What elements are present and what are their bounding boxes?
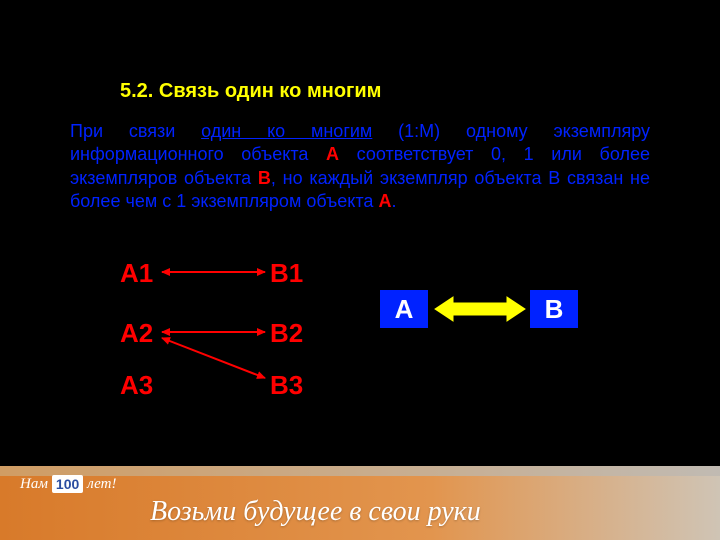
text-run: (1: [372,121,419,141]
footer-banner: Нам 100 лет! Возьми будущее в свои руки [0,466,720,540]
text-run: А [378,191,391,211]
text-run: В [258,168,271,188]
relationship-diagram: А1 А2 А3 В1 В2 В3 А В [90,250,630,430]
summary-box-b: В [530,290,578,328]
left-node-A1: А1 [120,258,153,289]
footer-badge: Нам 100 лет! [20,472,116,496]
footer-badge-nam: Нам [20,476,48,493]
summary-box-a: А [380,290,428,328]
footer-badge-100: 100 [52,475,83,493]
text-run: один ко многим [201,121,372,141]
right-node-B1: В1 [270,258,303,289]
text-run: При связи [70,121,201,141]
left-node-A2: А2 [120,318,153,349]
left-node-A3: А3 [120,370,153,401]
footer-slogan: Возьми будущее в свои руки [150,496,481,528]
section-title: 5.2. Связь один ко многим [120,80,381,103]
text-run: . [391,191,396,211]
edge-A2-B3 [162,338,265,378]
slide: 5.2. Связь один ко многим При связи один… [0,0,720,540]
summary-double-arrow [435,297,525,321]
text-run: М [419,121,434,141]
text-run: А [326,144,339,164]
footer-badge-let: лет! [87,476,116,493]
right-node-B2: В2 [270,318,303,349]
right-node-B3: В3 [270,370,303,401]
body-paragraph: При связи один ко многим (1:М) одному эк… [70,120,650,214]
diagram-arrows [90,250,630,430]
